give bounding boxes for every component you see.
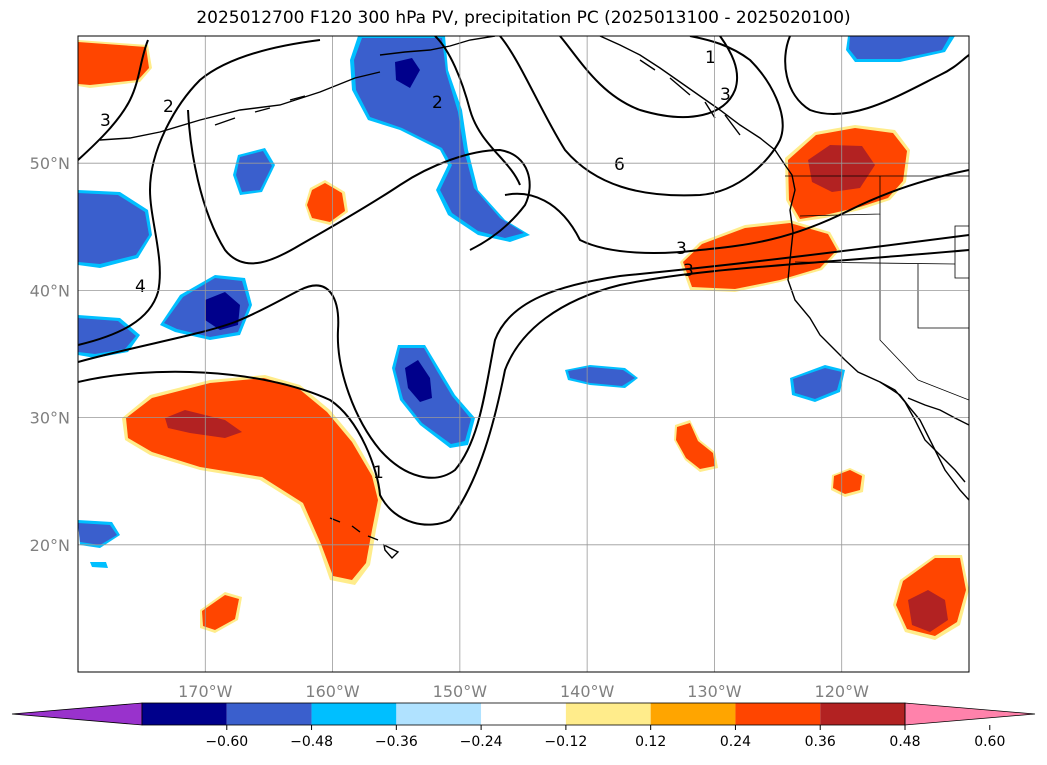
colorbar-extend-low <box>11 702 143 726</box>
contour-labels: 1 2 3 4 6 1 2 3 3 3 <box>100 48 731 483</box>
contour-label: 3 <box>100 111 111 131</box>
positive-anomaly-regions <box>78 40 969 640</box>
colorbar-tick-label: −0.36 <box>375 734 418 750</box>
contour-label: 1 <box>373 463 384 483</box>
colorbar-tick-label: −0.60 <box>205 734 248 750</box>
map-frame <box>77 35 970 673</box>
colorbar-tick-label: 0.36 <box>805 734 836 750</box>
lon-tick-label: 130°W <box>687 682 742 701</box>
colorbar-segment <box>820 703 905 725</box>
colorbar-tick-label: 0.24 <box>720 734 751 750</box>
lat-tick-label: 30°N <box>30 409 70 428</box>
colorbar-segment <box>481 703 566 725</box>
map-plot-area: 1 2 3 4 6 1 2 3 3 3 <box>78 36 969 672</box>
colorbar-segment <box>226 703 312 725</box>
contour-label: 2 <box>163 97 174 117</box>
lon-tick-label: 170°W <box>178 682 233 701</box>
colorbar-segment <box>650 703 736 725</box>
contour-1 <box>78 249 969 526</box>
lat-tick-label: 40°N <box>30 281 70 300</box>
lon-tick-label: 140°W <box>560 682 615 701</box>
colorbar-tick-label: 0.60 <box>974 734 1005 750</box>
colorbar-segment <box>565 703 651 725</box>
latitude-labels: 20°N 30°N 40°N 50°N <box>30 154 70 555</box>
longitude-labels: 170°W 160°W 150°W 140°W 130°W 120°W <box>178 682 869 701</box>
contour-label: 3 <box>683 261 694 281</box>
lon-tick-label: 160°W <box>305 682 360 701</box>
lat-tick-label: 50°N <box>30 154 70 173</box>
contour-label: 2 <box>432 93 443 113</box>
colorbar-extend-high <box>904 702 1036 726</box>
colorbar-tick-label: −0.12 <box>544 734 587 750</box>
colorbar-segment <box>396 703 482 725</box>
map-title: 2025012700 F120 300 hPa PV, precipitatio… <box>196 8 851 28</box>
colorbar-segment <box>142 703 227 725</box>
colorbar-segment <box>735 703 821 725</box>
contour-label: 1 <box>705 48 716 68</box>
colorbar-tick-label: 0.12 <box>635 734 666 750</box>
lat-tick-label: 20°N <box>30 536 70 555</box>
lon-tick-label: 120°W <box>815 682 870 701</box>
colorbar: −0.60 −0.48 −0.36 −0.24 −0.12 0.12 0.24 0.36 0.4… <box>11 702 1036 750</box>
colorbar-segment <box>311 703 397 725</box>
coastlines <box>99 36 969 560</box>
negative-anomaly-regions <box>78 36 955 568</box>
colorbar-tick-label: −0.24 <box>460 734 503 750</box>
contour-label: 4 <box>135 277 146 297</box>
contour-3 <box>78 39 321 346</box>
colorbar-frame <box>141 702 906 726</box>
gridlines <box>78 36 969 672</box>
contour-4 <box>499 36 784 197</box>
colorbar-tick-label: −0.48 <box>290 734 333 750</box>
contour-label: 3 <box>720 85 731 105</box>
contour-label: 6 <box>614 155 625 175</box>
contour-2 <box>78 234 969 479</box>
pv-contours <box>78 36 969 526</box>
lon-tick-label: 150°W <box>433 682 488 701</box>
colorbar-tick-label: 0.48 <box>889 734 920 750</box>
contour-label: 3 <box>676 239 687 259</box>
contour-6 <box>559 36 739 118</box>
political-borders <box>785 175 969 401</box>
